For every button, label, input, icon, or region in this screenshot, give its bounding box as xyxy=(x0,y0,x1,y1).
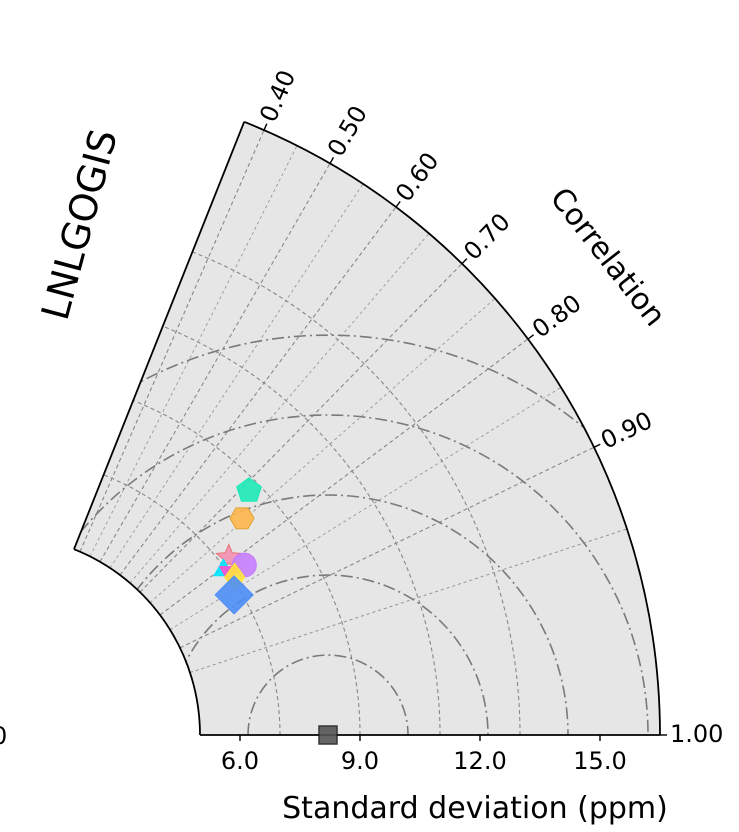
correlation-tick-label: 0.50 xyxy=(322,101,373,161)
rmsd-contour xyxy=(74,414,649,735)
correlation-tick-label: 0.80 xyxy=(527,289,587,343)
rmsd-contour xyxy=(74,334,660,735)
correlation-tick-label: 0.90 xyxy=(596,406,656,454)
correlation-minor-gridline xyxy=(89,145,298,557)
outer-boundary xyxy=(243,121,661,736)
reference-marker xyxy=(318,725,338,745)
data-point-diamond xyxy=(214,575,254,615)
correlation-tick xyxy=(527,334,535,340)
correlation-tick-label: 1.00 xyxy=(670,720,723,748)
correlation-minor-gridline xyxy=(189,528,628,673)
correlation-tick xyxy=(461,258,468,265)
std-tick-label: 9.0 xyxy=(341,747,379,775)
correlation-minor-gridline xyxy=(149,298,496,604)
correlation-tick xyxy=(329,157,335,164)
inner-boundary xyxy=(73,548,201,736)
plot-background xyxy=(74,121,660,735)
std-tick-label: 15.0 xyxy=(573,747,626,775)
correlation-tick-label: 0.60 xyxy=(390,147,444,207)
std-gridline xyxy=(103,474,281,735)
grid-lines xyxy=(74,129,660,735)
correlation-minor-gridline xyxy=(129,233,430,584)
std-tick-label: 12.0 xyxy=(453,747,506,775)
correlation-tick-label: 0.70 xyxy=(458,208,515,266)
left-edge-label: 0 xyxy=(0,722,7,750)
correlation-tick xyxy=(395,200,401,208)
data-point-hexagon xyxy=(229,507,255,530)
correlation-tick-label: 0.40 xyxy=(254,66,301,126)
plot-area: 6.0 9.0 12.0 15.0 0.40 0.50 0.60 0.700.80 0.90 1.… xyxy=(73,66,723,775)
correlation-minor-gridline xyxy=(109,183,364,569)
std-gridline xyxy=(192,251,521,735)
std-tick-label: 6.0 xyxy=(221,747,259,775)
correlation-minor-gridline xyxy=(169,386,562,631)
left-axis-line xyxy=(73,121,246,550)
correlation-tick xyxy=(263,123,268,131)
std-gridline xyxy=(132,400,361,735)
correlation-tick xyxy=(593,443,601,448)
std-gridline xyxy=(162,325,441,735)
data-point-pentagon xyxy=(236,477,262,502)
x-axis-title: Standard deviation (ppm) xyxy=(282,791,668,826)
chart-title: LNLGOGIS xyxy=(33,125,126,325)
